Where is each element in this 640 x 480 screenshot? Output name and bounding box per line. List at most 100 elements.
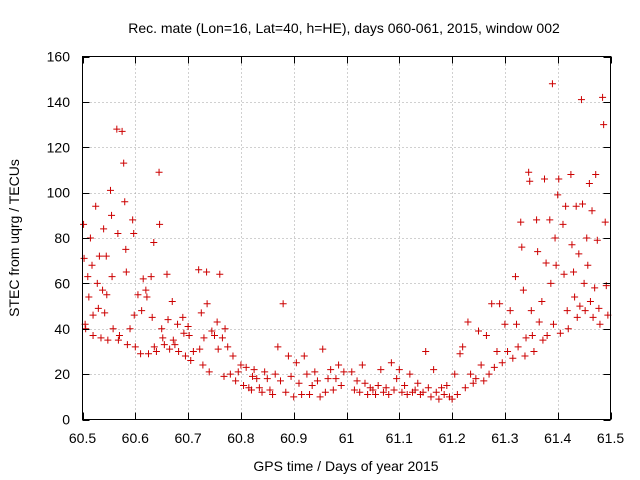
data-point [93,279,101,287]
data-point [555,175,563,183]
data-point [237,361,245,369]
data-point [595,304,603,312]
data-point [295,379,303,387]
data-point [577,96,585,104]
data-point [226,370,234,378]
data-point [584,261,592,269]
data-point [92,202,100,210]
data-point [519,286,527,294]
data-point [385,391,393,399]
data-point [599,93,607,101]
data-point [174,320,182,328]
data-point [490,363,498,371]
data-point [145,350,152,358]
data-point [122,245,130,253]
data-point [570,268,578,276]
y-tick-label: 0 [62,412,70,428]
data-point [211,332,218,340]
data-point [258,388,266,396]
data-point [84,273,92,281]
data-point [551,234,559,242]
data-point [80,254,88,262]
data-point [308,381,316,389]
data-point [498,359,506,367]
data-point [358,361,366,369]
data-point [573,313,581,321]
data-point [575,250,583,258]
data-point [548,80,556,88]
y-tick-label: 100 [47,185,71,201]
data-point [80,220,88,228]
data-point [152,347,160,355]
data-point [130,311,138,319]
data-point [579,200,587,208]
data-point [528,332,536,340]
data-point [517,218,525,226]
data-point [393,375,401,383]
data-point [175,347,183,355]
data-point [290,393,298,401]
y-tick-label: 20 [54,366,70,382]
data-point [122,268,130,276]
data-point [102,252,110,260]
data-point [138,307,146,315]
x-tick-label: 60.6 [122,430,149,446]
data-point [332,375,340,383]
data-point [169,336,177,344]
x-tick-label: 61 [339,430,355,446]
data-point [185,332,193,340]
data-point [535,318,543,326]
data-point [576,302,584,310]
data-point [562,202,570,210]
y-tick-label: 160 [47,49,71,65]
data-point [361,379,369,387]
data-point [189,347,197,355]
data-point [109,325,117,333]
data-point [568,241,576,249]
data-point [282,388,290,396]
data-point [398,388,406,396]
data-point [266,386,274,394]
data-point [180,329,188,337]
data-point [131,343,139,351]
data-point [197,309,205,317]
data-point [106,186,114,194]
data-point [229,352,237,360]
y-tick-label: 80 [54,230,70,246]
data-point [504,347,512,355]
data-point [261,368,269,376]
data-point [208,327,216,335]
data-point [564,325,572,333]
data-point [461,384,469,392]
data-point [541,175,548,183]
data-point [591,284,599,292]
data-point [600,121,608,129]
data-point [422,347,430,355]
data-point [327,366,335,374]
data-point [250,366,258,374]
data-point [156,220,164,228]
data-point [592,170,600,178]
data-point [129,216,137,224]
data-point [300,352,308,360]
data-point [424,384,432,392]
data-point [337,381,345,389]
data-point [511,273,519,281]
data-point [480,377,488,385]
data-point [97,334,105,342]
x-tick-label: 61.2 [438,430,465,446]
data-point [311,368,319,376]
data-point [114,229,122,237]
data-point [263,375,271,383]
data-point [440,391,448,399]
data-point [390,386,398,394]
data-point [403,391,411,399]
data-point [143,293,151,301]
data-point [377,366,385,374]
data-point [374,381,382,389]
data-point [501,320,509,328]
data-point [329,386,337,394]
data-point [588,207,596,215]
x-tick-label: 61.1 [386,430,413,446]
data-point [89,332,97,340]
